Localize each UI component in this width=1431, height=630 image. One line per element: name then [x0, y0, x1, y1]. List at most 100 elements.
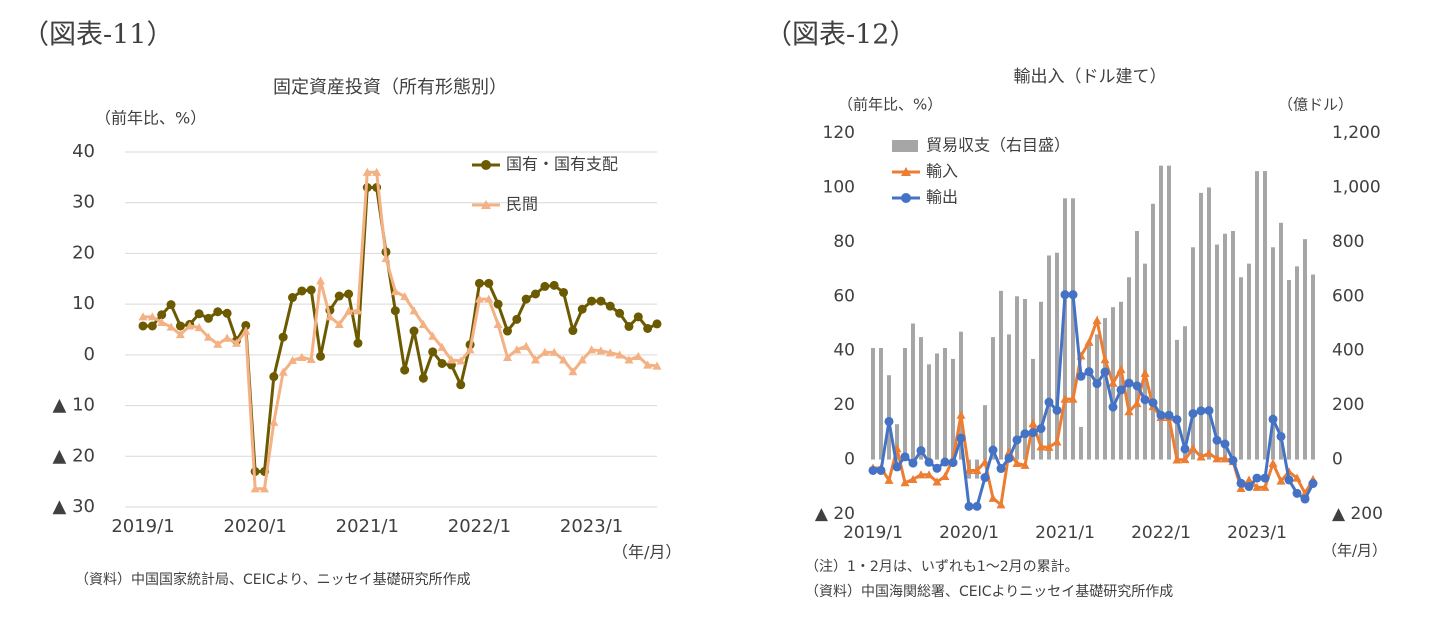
point — [972, 465, 982, 475]
point — [521, 341, 531, 350]
point — [334, 291, 344, 301]
y-tick-label: ▲ 20 — [815, 504, 855, 524]
figure-label: （図表-11） — [22, 20, 173, 51]
point — [624, 321, 634, 331]
bar — [1023, 299, 1027, 460]
figure-label: （図表-12） — [765, 20, 916, 51]
point — [1100, 355, 1110, 364]
point — [344, 289, 354, 299]
bar — [1071, 198, 1075, 460]
point — [418, 373, 428, 383]
point — [1284, 475, 1294, 485]
point — [615, 350, 625, 359]
point — [1148, 398, 1158, 408]
point — [269, 372, 279, 382]
bar — [1183, 326, 1187, 460]
point — [288, 293, 298, 303]
point — [924, 457, 934, 467]
point — [1196, 452, 1206, 461]
bar — [1103, 318, 1107, 460]
y2-tick-label: 400 — [1332, 341, 1364, 361]
bar — [1287, 279, 1291, 460]
point — [1020, 460, 1030, 469]
x-tick-label: 2019/1 — [843, 523, 903, 543]
bar — [1239, 277, 1243, 460]
y-tick-label: 10 — [72, 293, 95, 314]
bar — [943, 347, 947, 460]
point — [876, 465, 886, 475]
point — [175, 321, 185, 331]
source-note: （資料）中国国家統計局、CEICより、ニッセイ基礎研究所作成 — [75, 571, 471, 588]
y2-tick-label: 800 — [1332, 232, 1364, 252]
point — [884, 416, 894, 426]
point — [278, 367, 288, 376]
bar — [895, 424, 899, 460]
point — [1292, 473, 1302, 482]
point — [884, 475, 894, 484]
point — [1044, 442, 1054, 451]
point — [1268, 414, 1278, 424]
bar — [1031, 358, 1035, 460]
bar — [1143, 263, 1147, 460]
point — [577, 304, 587, 314]
point — [1036, 442, 1046, 451]
x-tick-label: 2019/1 — [111, 516, 174, 537]
point — [577, 355, 587, 364]
point — [353, 338, 363, 348]
point — [1276, 431, 1286, 441]
legend-label: 国有・国有支配 — [506, 155, 618, 174]
point — [147, 312, 157, 321]
bar — [879, 347, 883, 460]
y-tick-label: 40 — [833, 341, 855, 361]
point — [932, 463, 942, 473]
point — [344, 306, 354, 315]
point — [203, 313, 213, 323]
point — [428, 347, 438, 357]
x-tick-label: 2023/1 — [560, 516, 623, 537]
legend-label: 輸入 — [926, 162, 958, 181]
point — [241, 326, 251, 335]
point — [222, 308, 232, 318]
point — [964, 501, 974, 511]
point — [1100, 367, 1110, 377]
point — [418, 319, 428, 329]
point — [633, 351, 643, 360]
note: （資料）中国海関総署、CEICよりニッセイ基礎研究所作成 — [805, 583, 1173, 600]
point — [1068, 394, 1078, 403]
point — [474, 294, 484, 303]
point — [568, 326, 578, 336]
y2-tick-label: 1,000 — [1332, 177, 1381, 197]
point — [1124, 378, 1134, 388]
bar — [1063, 198, 1067, 460]
bar — [951, 358, 955, 460]
point — [1060, 394, 1070, 403]
line — [143, 186, 658, 473]
point — [1220, 454, 1230, 463]
bar — [1047, 255, 1051, 460]
point — [1244, 475, 1254, 484]
point — [456, 380, 466, 390]
y2-tick-label: 0 — [1332, 450, 1343, 470]
bar — [1167, 165, 1171, 460]
point — [1156, 410, 1166, 420]
point — [568, 367, 578, 376]
point — [1052, 405, 1062, 415]
point — [147, 321, 157, 331]
bar — [1087, 342, 1091, 460]
point — [624, 355, 634, 364]
point — [988, 493, 998, 502]
point — [1132, 399, 1142, 408]
point — [916, 446, 926, 456]
point — [437, 342, 447, 351]
point — [643, 360, 653, 369]
point — [1124, 407, 1134, 416]
point — [1244, 482, 1254, 492]
point — [1196, 406, 1206, 416]
point — [908, 458, 918, 468]
point — [924, 470, 934, 479]
point — [1260, 473, 1270, 483]
point — [278, 332, 288, 342]
bar — [927, 364, 931, 460]
point — [540, 347, 550, 356]
